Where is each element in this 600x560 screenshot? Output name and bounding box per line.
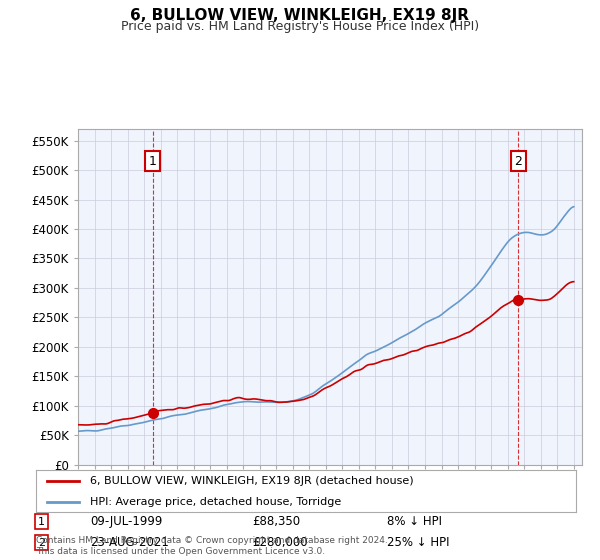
Text: 2: 2 bbox=[514, 155, 522, 168]
Text: 25% ↓ HPI: 25% ↓ HPI bbox=[387, 536, 449, 549]
Text: £88,350: £88,350 bbox=[252, 515, 300, 528]
Text: HPI: Average price, detached house, Torridge: HPI: Average price, detached house, Torr… bbox=[90, 497, 341, 507]
Text: 6, BULLOW VIEW, WINKLEIGH, EX19 8JR: 6, BULLOW VIEW, WINKLEIGH, EX19 8JR bbox=[131, 8, 470, 24]
Text: 23-AUG-2021: 23-AUG-2021 bbox=[90, 536, 169, 549]
Text: 09-JUL-1999: 09-JUL-1999 bbox=[90, 515, 163, 528]
Text: Price paid vs. HM Land Registry's House Price Index (HPI): Price paid vs. HM Land Registry's House … bbox=[121, 20, 479, 32]
Text: Contains HM Land Registry data © Crown copyright and database right 2024.
This d: Contains HM Land Registry data © Crown c… bbox=[36, 536, 388, 556]
Text: £280,000: £280,000 bbox=[252, 536, 308, 549]
Text: 1: 1 bbox=[38, 517, 45, 526]
Text: 2: 2 bbox=[38, 538, 45, 548]
Text: 1: 1 bbox=[149, 155, 157, 168]
Text: 8% ↓ HPI: 8% ↓ HPI bbox=[387, 515, 442, 528]
Text: 6, BULLOW VIEW, WINKLEIGH, EX19 8JR (detached house): 6, BULLOW VIEW, WINKLEIGH, EX19 8JR (det… bbox=[90, 476, 413, 486]
